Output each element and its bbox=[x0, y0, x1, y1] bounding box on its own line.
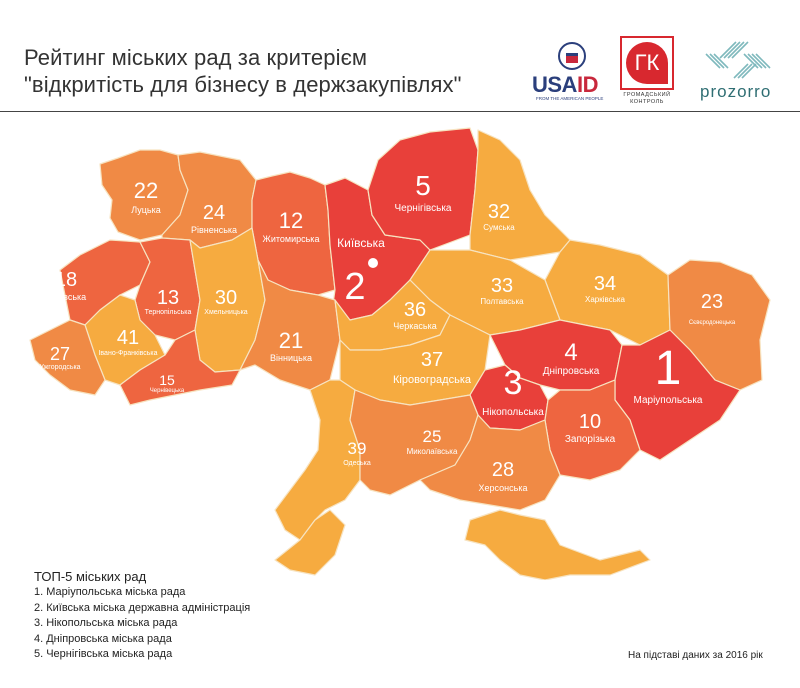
kyiv-city-marker bbox=[368, 258, 378, 268]
gk-caption-line-1: ГРОМАДСЬКИЙ bbox=[623, 92, 671, 98]
region-odesa[interactable] bbox=[274, 379, 361, 541]
usaid-logo: USAID FROM THE AMERICAN PEOPLE bbox=[528, 38, 620, 101]
label-khmelnytskyi-name: Хмельницька bbox=[204, 309, 248, 316]
label-zhytomyr-name: Житомирська bbox=[262, 234, 320, 244]
label-mykolaiv-rank: 25 bbox=[422, 427, 442, 446]
legend-item: 1. Маріупольська міська рада bbox=[34, 586, 186, 598]
gk-mark: ГК bbox=[626, 42, 668, 84]
legend-item: 3. Нікопольська міська рада bbox=[34, 617, 178, 629]
label-nikopol-rank: 3 bbox=[503, 364, 523, 402]
label-chernihiv-rank: 5 bbox=[415, 170, 431, 201]
label-khmelnytskyi-rank: 30 bbox=[214, 287, 238, 309]
label-zaporizhzhia-name: Запорізька bbox=[564, 434, 616, 445]
top5-legend: ТОП-5 міських рад 1. Маріупольська міськ… bbox=[34, 568, 250, 663]
page-title: Рейтинг міських рад за критерієм "відкри… bbox=[24, 44, 462, 98]
label-poltava-name: Полтавська bbox=[480, 297, 524, 306]
prozorro-word: prozorro bbox=[700, 82, 772, 101]
partner-logos: USAID FROM THE AMERICAN PEOPLE ГК ГРОМАД… bbox=[520, 32, 800, 107]
region-uzhhorod[interactable] bbox=[29, 319, 106, 396]
usaid-tagline: FROM THE AMERICAN PEOPLE bbox=[536, 96, 604, 101]
region-odesa-south bbox=[274, 509, 346, 576]
label-rivne-name: Рівненська bbox=[190, 225, 238, 235]
label-chernivtsi-rank: 15 bbox=[159, 372, 175, 388]
label-odesa-name: Одеська bbox=[343, 460, 371, 467]
ukraine-map bbox=[29, 127, 771, 580]
legend-item: 2. Київська міська державна адміністраці… bbox=[34, 601, 251, 614]
label-ternopil-rank: 13 bbox=[156, 287, 180, 309]
label-lviv-name: Львівська bbox=[45, 292, 87, 302]
label-zhytomyr-rank: 12 bbox=[278, 208, 304, 233]
header-divider bbox=[0, 111, 800, 112]
label-mykolaiv-name: Миколаївська bbox=[406, 447, 458, 456]
prozorro-logo: prozorro bbox=[698, 38, 794, 102]
legend-item: 5. Чернігівська міська рада bbox=[34, 648, 173, 660]
usaid-seal-icon bbox=[558, 42, 586, 70]
usaid-word-b: ID bbox=[576, 72, 599, 97]
label-lviv-rank: 18 bbox=[54, 269, 78, 291]
label-dnipro-rank: 4 bbox=[564, 339, 578, 366]
title-line-2: "відкритість для бізнесу в держзакупівля… bbox=[24, 72, 462, 97]
region-crimea bbox=[464, 509, 651, 580]
label-uzhhorod-rank: 27 bbox=[49, 344, 71, 364]
label-ivano-frankivsk-name: Івано-Франківська bbox=[98, 350, 158, 357]
gk-caption-line-2: КОНТРОЛЬ bbox=[630, 99, 664, 105]
label-zaporizhzhia-rank: 10 bbox=[578, 411, 602, 433]
region-chernivtsi[interactable] bbox=[119, 329, 241, 406]
label-kropyvnytskyi-name: Кіровоградська bbox=[393, 374, 471, 386]
label-mariupol-rank: 1 bbox=[654, 342, 682, 395]
label-ternopil-name: Тернопільська bbox=[144, 309, 192, 316]
label-sumy-name: Сумська bbox=[483, 223, 515, 232]
label-kherson-name: Херсонська bbox=[478, 483, 528, 493]
gk-caption: ГРОМАДСЬКИЙ КОНТРОЛЬ bbox=[618, 92, 676, 106]
label-odesa-rank: 39 bbox=[347, 439, 367, 458]
label-uzhhorod-name: Ужгородська bbox=[39, 364, 81, 371]
prozorro-mark-icon bbox=[705, 41, 771, 79]
label-nikopol-name: Нікопольська bbox=[482, 407, 544, 418]
data-source-note: На підставі даних за 2016 рік bbox=[628, 650, 763, 661]
label-kyiv-rank: 2 bbox=[344, 266, 366, 308]
label-dnipro-name: Дніпровська bbox=[542, 366, 600, 377]
label-lutsk-rank: 22 bbox=[133, 178, 159, 203]
label-chernihiv-name: Чернігівська bbox=[394, 203, 452, 214]
gk-logo: ГК bbox=[620, 36, 674, 90]
label-poltava-rank: 33 bbox=[490, 275, 514, 297]
label-mariupol-name: Маріупольська bbox=[633, 395, 703, 406]
label-sievierodonetsk-rank: 23 bbox=[700, 291, 724, 313]
label-cherkasy-rank: 36 bbox=[403, 299, 427, 321]
label-kropyvnytskyi-rank: 37 bbox=[420, 349, 444, 371]
label-sumy-rank: 32 bbox=[487, 201, 511, 223]
usaid-word-a: USA bbox=[532, 72, 577, 97]
label-kharkiv-rank: 34 bbox=[593, 273, 617, 295]
label-kharkiv-name: Харківська bbox=[585, 295, 625, 304]
label-kherson-rank: 28 bbox=[491, 459, 515, 481]
label-ivano-frankivsk-rank: 41 bbox=[116, 327, 140, 349]
region-sumy[interactable] bbox=[469, 129, 571, 261]
label-lutsk-name: Луцька bbox=[131, 205, 161, 215]
label-vinnytsia-name: Вінницька bbox=[270, 353, 312, 363]
legend-title: ТОП-5 міських рад bbox=[34, 569, 147, 584]
label-cherkasy-name: Черкаська bbox=[393, 321, 437, 331]
region-kherson[interactable] bbox=[419, 414, 561, 511]
label-kyiv-name: Київська bbox=[337, 236, 385, 250]
label-vinnytsia-rank: 21 bbox=[278, 328, 304, 353]
label-sievierodonetsk-name: Сєвєродонецька bbox=[688, 320, 736, 326]
label-rivne-rank: 24 bbox=[202, 202, 226, 224]
title-line-1: Рейтинг міських рад за критерієм bbox=[24, 45, 368, 70]
label-chernivtsi-name: Чернівецька bbox=[149, 388, 185, 394]
legend-item: 4. Дніпровська міська рада bbox=[34, 632, 172, 645]
